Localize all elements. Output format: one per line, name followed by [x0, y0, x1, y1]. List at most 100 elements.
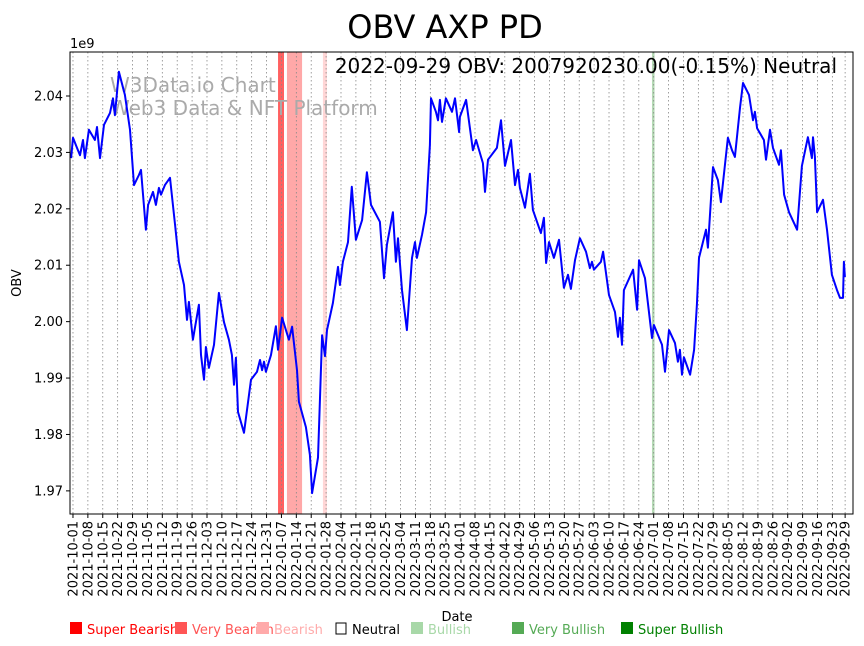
x-tick-label: 2021-10-29	[126, 521, 141, 597]
legend-swatch	[70, 622, 82, 634]
legend-item-very-bearish: Very Bearish	[175, 622, 274, 638]
x-tick-label: 2021-10-22	[111, 521, 126, 597]
signal-band-very-bearish	[278, 52, 284, 514]
x-tick-label: 2022-04-22	[498, 521, 513, 597]
x-tick-label: 2022-03-25	[439, 521, 454, 597]
chart-title: OBV AXP PD	[347, 8, 542, 46]
x-tick-label: 2022-09-09	[796, 521, 811, 597]
x-tick-label: 2022-04-08	[469, 521, 484, 597]
signal-bands	[278, 52, 655, 514]
legend-item-bearish: Bearish	[257, 622, 323, 638]
x-tick-label: 2022-03-04	[394, 521, 409, 597]
legend-swatch	[175, 622, 187, 634]
signal-band-bearish	[286, 52, 303, 514]
legend-swatch	[512, 622, 524, 634]
x-tick-label: 2022-08-26	[766, 521, 781, 597]
x-tick-label: 2021-11-26	[186, 521, 201, 597]
x-tick-label: 2021-10-08	[81, 521, 96, 597]
legend-item-bullish: Bullish	[411, 622, 471, 638]
watermark-line-1: W3Data.io Chart	[110, 73, 276, 97]
y-tick-label: 2.00	[34, 315, 63, 330]
x-tick-label: 2022-07-29	[707, 521, 722, 597]
x-tick-label: 2021-10-01	[66, 521, 81, 597]
legend-label: Neutral	[352, 623, 400, 638]
signal-band-bullish	[651, 52, 655, 514]
x-tick-label: 2022-09-23	[826, 521, 841, 597]
x-tick-label: 2022-05-13	[543, 521, 558, 597]
legend-label: Super Bearish	[87, 623, 178, 638]
legend-item-neutral: Neutral	[335, 622, 400, 638]
x-tick-label: 2022-02-18	[364, 521, 379, 597]
x-tick-label: 2022-05-27	[573, 521, 588, 597]
x-tick-label: 2022-01-21	[305, 521, 320, 597]
watermark-line-2: Web3 Data & NFT Platform	[110, 96, 378, 120]
x-tick-label: 2021-11-05	[141, 521, 156, 597]
x-tick-label: 2022-08-19	[751, 521, 766, 597]
x-tick-label: 2021-12-10	[215, 521, 230, 597]
legend-label: Bearish	[274, 623, 323, 638]
y-multiplier-label: 1e9	[70, 37, 95, 52]
y-tick-label: 2.02	[34, 202, 63, 217]
legend-swatch	[335, 622, 347, 635]
y-tick-label: 1.99	[34, 372, 63, 387]
x-tick-label: 2022-01-07	[275, 521, 290, 597]
x-tick-label: 2022-02-11	[349, 521, 364, 597]
x-tick-label: 2022-06-10	[603, 521, 618, 597]
x-tick-label: 2022-06-24	[632, 521, 647, 597]
legend-item-super-bullish: Super Bullish	[621, 622, 723, 638]
x-tick-label: 2021-10-15	[96, 521, 111, 597]
y-tick-label: 2.03	[34, 146, 63, 161]
x-tick-label: 2022-08-05	[722, 521, 737, 597]
x-tick-label: 2021-12-17	[230, 521, 245, 597]
y-tick-label: 1.98	[34, 428, 63, 443]
legend-swatch	[621, 622, 633, 634]
y-axis-ticks: 1.97 1.98 1.99 2.00 2.01 2.02 2.03 2.04	[34, 90, 70, 499]
x-tick-label: 2022-02-25	[379, 521, 394, 597]
legend-label: Bullish	[428, 623, 471, 638]
x-tick-label: 2022-09-02	[781, 521, 796, 597]
plot-frame	[69, 51, 854, 515]
y-tick-label: 1.97	[34, 484, 63, 499]
x-tick-label: 2022-03-18	[424, 521, 439, 597]
x-tick-label: 2022-05-06	[528, 521, 543, 597]
x-tick-label: 2022-06-17	[617, 521, 632, 597]
legend-item-super-bearish: Super Bearish	[70, 622, 178, 638]
x-axis-label: Date	[441, 610, 472, 625]
legend: Super Bearish Very Bearish Bearish Neutral B…	[70, 622, 723, 638]
x-tick-label: 2021-11-12	[156, 521, 171, 597]
x-tick-label: 2021-12-24	[245, 521, 260, 597]
x-tick-label: 2022-08-12	[737, 521, 752, 597]
x-tick-label: 2022-09-16	[811, 521, 826, 597]
x-tick-label: 2022-09-29	[839, 521, 854, 597]
x-tick-label: 2022-02-04	[334, 521, 349, 597]
legend-item-very-bullish: Very Bullish	[512, 622, 605, 638]
x-tick-label: 2022-07-08	[662, 521, 677, 597]
y-axis-label: OBV	[10, 269, 25, 297]
obv-series-line	[70, 70, 846, 495]
legend-label: Very Bearish	[192, 623, 274, 638]
x-tick-label: 2022-01-14	[290, 521, 305, 597]
x-tick-label: 2022-04-29	[513, 521, 528, 597]
x-tick-label: 2022-06-03	[588, 521, 603, 597]
x-tick-label: 2021-11-19	[171, 521, 186, 597]
x-tick-label: 2022-04-01	[454, 521, 469, 597]
signal-band-bearish	[322, 52, 327, 514]
x-tick-label: 2021-12-03	[200, 521, 215, 597]
x-tick-label: 2022-04-15	[483, 521, 498, 597]
x-tick-label: 2022-01-28	[320, 521, 335, 597]
x-axis-ticks: 2021-10-01 2021-10-08 2021-10-15 2021-10-22…	[66, 514, 854, 597]
y-tick-label: 2.04	[34, 90, 63, 105]
legend-label: Super Bullish	[638, 623, 723, 638]
x-tick-label: 2022-07-01	[647, 521, 662, 597]
x-tick-label: 2022-03-11	[409, 521, 424, 597]
obv-annotation: 2022-09-29 OBV: 2007920230.00(-0.15%) Ne…	[335, 54, 837, 78]
x-tick-label: 2022-07-15	[677, 521, 692, 597]
grid-lines	[72, 52, 846, 514]
x-tick-label: 2021-12-31	[260, 521, 275, 597]
x-tick-label: 2022-07-22	[692, 521, 707, 597]
legend-label: Very Bullish	[529, 623, 605, 638]
legend-swatch	[411, 622, 423, 634]
x-tick-label: 2022-05-20	[558, 521, 573, 597]
legend-swatch	[257, 622, 269, 634]
